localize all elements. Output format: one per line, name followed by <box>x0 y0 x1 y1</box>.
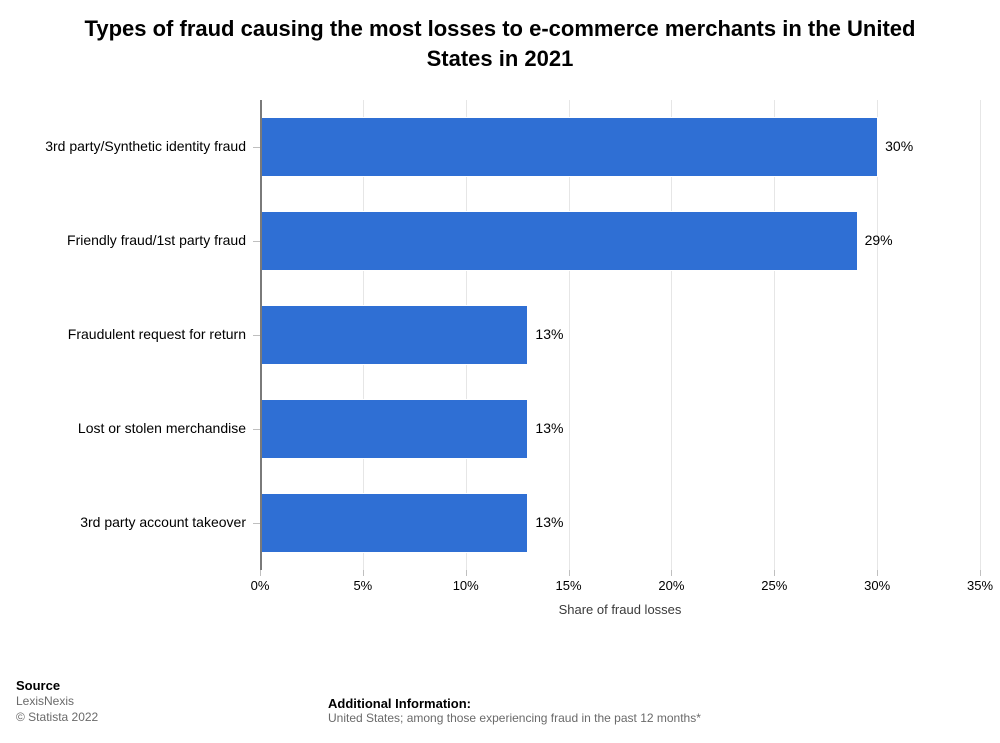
plot-region: 30% 29% 13% 13% 13% <box>260 100 980 570</box>
category-label: 3rd party/Synthetic identity fraud <box>0 138 246 154</box>
x-tick-label: 10% <box>453 578 479 593</box>
additional-heading: Additional Information: <box>328 696 968 711</box>
x-axis-title: Share of fraud losses <box>260 602 980 617</box>
footer-source: Source LexisNexis © Statista 2022 <box>16 678 316 725</box>
x-tick-label: 20% <box>658 578 684 593</box>
bar-value-label: 13% <box>535 420 563 436</box>
x-tick-label: 30% <box>864 578 890 593</box>
x-tick-label: 5% <box>353 578 372 593</box>
x-tick-label: 15% <box>556 578 582 593</box>
copyright: © Statista 2022 <box>16 709 316 725</box>
chart-area: 3rd party/Synthetic identity fraud Friend… <box>0 100 1000 630</box>
bar <box>261 493 528 553</box>
category-label: Fraudulent request for return <box>0 326 246 342</box>
x-tick-label: 35% <box>967 578 993 593</box>
bar-value-label: 30% <box>885 138 913 154</box>
x-tick-label: 0% <box>251 578 270 593</box>
bar <box>261 399 528 459</box>
source-heading: Source <box>16 678 316 693</box>
additional-body: United States; among those experiencing … <box>328 711 968 725</box>
category-label: Friendly fraud/1st party fraud <box>0 232 246 248</box>
y-axis <box>260 100 262 570</box>
bar-value-label: 13% <box>535 326 563 342</box>
x-tick-label: 25% <box>761 578 787 593</box>
category-label: Lost or stolen merchandise <box>0 420 246 436</box>
bar <box>261 211 858 271</box>
source-body: LexisNexis <box>16 693 316 709</box>
bar-value-label: 13% <box>535 514 563 530</box>
bar <box>261 305 528 365</box>
stat-chart-page: Types of fraud causing the most losses t… <box>0 0 1000 743</box>
bar-value-label: 29% <box>865 232 893 248</box>
chart-title: Types of fraud causing the most losses t… <box>0 0 1000 73</box>
category-label: 3rd party account takeover <box>0 514 246 530</box>
footer-additional: Additional Information: United States; a… <box>328 696 968 725</box>
bar <box>261 117 878 177</box>
